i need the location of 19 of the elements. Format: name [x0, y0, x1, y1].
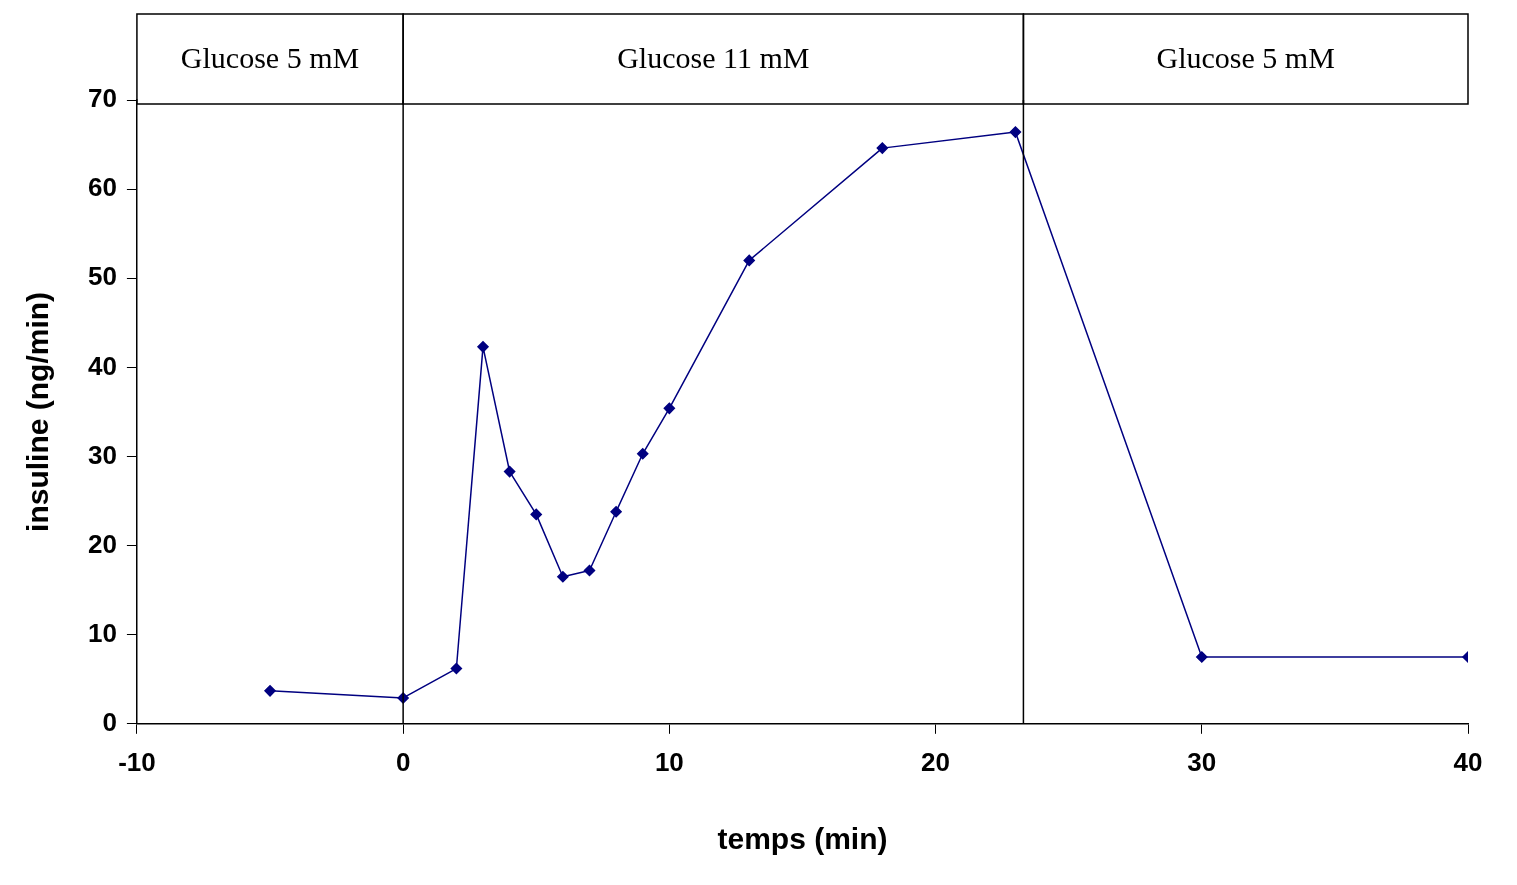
x-tick-label: 20 — [921, 746, 951, 777]
x-axis-title: temps (min) — [717, 822, 888, 856]
text: Glucose 5 mM — [1156, 40, 1335, 74]
y-tick-label: 10 — [88, 617, 117, 648]
x-tick-label: -10 — [118, 746, 156, 777]
y-tick-label: 0 — [102, 706, 117, 737]
y-tick-label: 30 — [88, 439, 117, 470]
x-tick-label: 40 — [1453, 746, 1483, 777]
text: Glucose 5 mM — [180, 40, 360, 74]
y-tick-label: 70 — [88, 83, 117, 114]
y-tick-label: 60 — [88, 172, 117, 203]
x-tick-label: 0 — [395, 746, 411, 777]
y-axis-title: insuline (ng/min) — [21, 291, 55, 532]
x-tick-label: 10 — [654, 746, 684, 777]
x-tick-label: 30 — [1187, 746, 1217, 777]
text: Glucose 11 mM — [617, 40, 810, 74]
y-tick-label: 50 — [88, 261, 117, 292]
y-tick-label: 20 — [88, 528, 117, 559]
y-tick-label: 40 — [88, 350, 117, 381]
